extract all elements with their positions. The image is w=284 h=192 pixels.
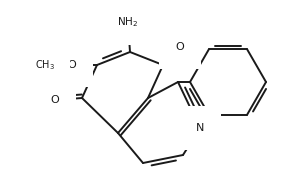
Text: NH$_2$: NH$_2$	[117, 15, 139, 29]
Text: O: O	[51, 95, 59, 105]
Text: CH$_3$: CH$_3$	[35, 58, 55, 72]
Text: O: O	[68, 60, 76, 70]
Text: O: O	[176, 42, 184, 52]
Text: N: N	[196, 123, 204, 133]
